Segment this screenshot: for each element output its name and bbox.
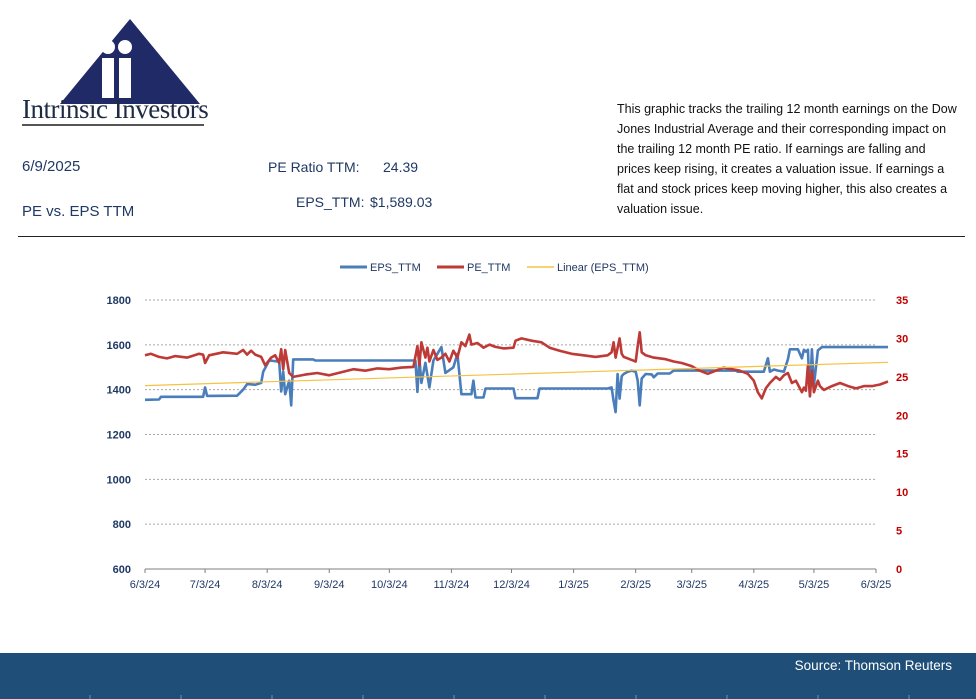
eps-label: EPS_TTM: (296, 194, 365, 210)
y-right-tick-label: 10 (896, 487, 908, 499)
chart-description: This graphic tracks the trailing 12 mont… (617, 102, 957, 216)
x-tick-label: 10/3/24 (371, 579, 408, 591)
x-tick-label: 6/3/24 (130, 579, 161, 591)
y-right-tick-label: 35 (896, 295, 908, 307)
report-date: 6/9/2025 (22, 158, 81, 175)
y-left-tick-label: 1400 (107, 385, 131, 397)
pe-ratio-value: 24.39 (383, 159, 419, 175)
x-tick-label: 8/3/24 (252, 579, 283, 591)
x-tick-label: 3/3/25 (676, 579, 707, 591)
y-right-tick-label: 20 (896, 410, 908, 422)
y-left-tick-label: 1200 (107, 430, 131, 442)
header-divider (18, 236, 965, 237)
x-tick-label: 12/3/24 (493, 579, 530, 591)
source-note: Source: Thomson Reuters (794, 658, 952, 673)
y-right-tick-label: 25 (896, 372, 908, 384)
x-tick-label: 5/3/25 (799, 579, 830, 591)
brand-name: Intrinsic Investors (22, 94, 209, 124)
x-tick-label: 4/3/25 (739, 579, 770, 591)
y-left-tick-label: 1000 (107, 474, 131, 486)
legend-linear-label: Linear (EPS_TTM) (557, 262, 649, 274)
x-tick-label: 9/3/24 (314, 579, 345, 591)
legend-pe-label: PE_TTM (467, 262, 510, 274)
x-tick-label: 11/3/24 (433, 579, 469, 591)
x-tick-label: 2/3/25 (620, 579, 651, 591)
footer-bar: Source: Thomson Reuters (0, 653, 976, 699)
y-left-tick-label: 1600 (107, 340, 131, 352)
pe-line (144, 331, 889, 400)
y-right-tick-label: 30 (896, 333, 908, 345)
y-left-tick-label: 600 (113, 564, 131, 576)
pe-ratio-label: PE Ratio TTM: (268, 159, 360, 175)
y-right-tick-label: 0 (896, 564, 902, 576)
y-left-tick-label: 800 (113, 519, 131, 531)
y-right-tick-label: 15 (896, 449, 908, 461)
x-tick-label: 1/3/25 (558, 579, 589, 591)
x-tick-label: 6/3/25 (861, 579, 892, 591)
company-logo (60, 19, 200, 104)
brand-underline (22, 124, 204, 126)
legend-eps-label: EPS_TTM (370, 262, 421, 274)
eps-value: $1,589.03 (370, 194, 433, 210)
x-tick-label: 7/3/24 (190, 579, 221, 591)
report-subtitle: PE vs. EPS TTM (22, 203, 135, 220)
eps-line (144, 345, 888, 414)
y-left-tick-label: 1800 (107, 295, 131, 307)
pe-vs-eps-chart: 600 800 1000 1200 1400 1600 1800 0 5 10 15 20 25 30 35… (107, 262, 909, 591)
y-right-tick-label: 5 (896, 526, 902, 538)
eps-trendline (144, 361, 889, 387)
footer-tick-marks (89, 695, 910, 699)
